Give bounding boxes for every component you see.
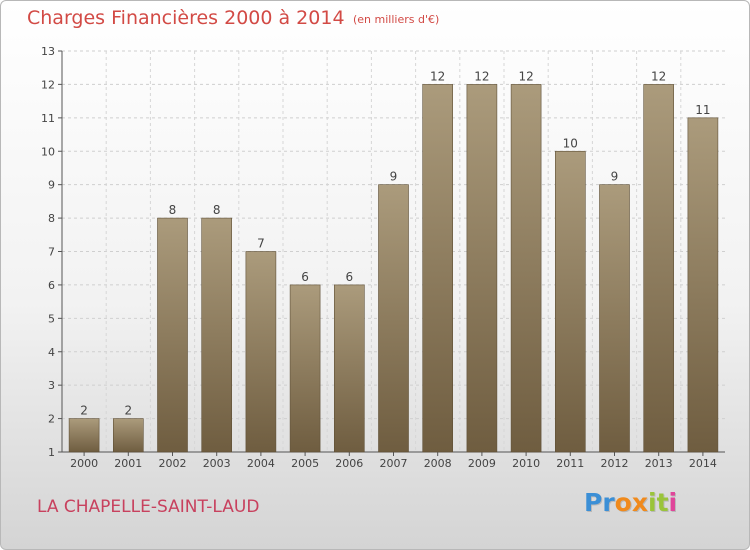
x-tick-label: 2002	[159, 457, 187, 470]
x-tick-label: 2009	[468, 457, 496, 470]
x-tick-label: 2000	[70, 457, 98, 470]
y-tick-label: 5	[48, 312, 55, 325]
data-label: 9	[390, 170, 398, 184]
data-label: 12	[430, 69, 445, 83]
data-label: 9	[611, 170, 619, 184]
bar-2005	[289, 284, 321, 453]
x-tick-label: 2013	[645, 457, 673, 470]
data-label: 12	[518, 69, 533, 83]
bar-2000	[68, 418, 100, 453]
data-label: 2	[124, 404, 132, 418]
logo-letter: i	[648, 488, 657, 517]
bar-2009	[466, 84, 498, 453]
logo-letter: t	[656, 488, 669, 517]
x-tick-label: 2014	[689, 457, 717, 470]
bar-2001	[113, 418, 144, 453]
bars	[68, 84, 719, 453]
bar-2008	[422, 84, 454, 453]
y-tick-label: 6	[48, 279, 55, 292]
y-tick-label: 10	[41, 145, 55, 158]
x-tick-label: 2012	[601, 457, 629, 470]
data-label: 8	[213, 203, 221, 217]
data-label: 8	[169, 203, 177, 217]
x-tick-label: 2005	[291, 457, 319, 470]
x-tick-label: 2010	[512, 457, 540, 470]
data-label: 12	[474, 69, 489, 83]
y-tick-label: 9	[48, 179, 55, 192]
logo-letter: P	[584, 488, 603, 517]
chart-title: Charges Financières 2000 à 2014	[27, 7, 345, 29]
data-label: 10	[563, 136, 578, 150]
logo-letter: o	[614, 488, 632, 517]
bar-2003	[201, 217, 232, 453]
x-tick-label: 2011	[556, 457, 584, 470]
commune-name: LA CHAPELLE-SAINT-LAUD	[37, 497, 260, 517]
data-label: 6	[301, 270, 309, 284]
bar-2007	[378, 184, 409, 453]
y-tick-label: 2	[48, 413, 55, 426]
y-tick-label: 4	[48, 346, 55, 359]
data-label: 6	[345, 270, 353, 284]
y-tick-label: 13	[41, 45, 55, 58]
bar-2006	[333, 284, 365, 453]
y-tick-label: 7	[48, 246, 55, 259]
data-label: 2	[80, 404, 88, 418]
proxiti-logo: Proxiti	[584, 488, 677, 517]
logo-letter: i	[668, 488, 678, 517]
bar-2004	[245, 251, 277, 453]
y-tick-label: 1	[48, 446, 55, 459]
x-tick-label: 2007	[380, 457, 408, 470]
y-tick-label: 12	[41, 78, 55, 91]
data-labels: 2 2 8 8 7 6 6 9 12 12 12 10 9 12 11	[80, 69, 710, 417]
x-tick-label: 2003	[203, 457, 231, 470]
y-tick-label: 8	[48, 212, 55, 225]
x-tick-label: 2001	[114, 457, 142, 470]
data-label: 11	[695, 103, 710, 117]
bar-2010	[510, 84, 542, 453]
bar-2014	[687, 117, 719, 453]
x-tick-label: 2004	[247, 457, 275, 470]
logo-letter: r	[602, 488, 615, 517]
bar-2002	[157, 217, 188, 453]
chart-subtitle: (en milliers d'€)	[353, 13, 440, 26]
data-label: 7	[257, 237, 265, 251]
x-tick-label: 2006	[335, 457, 363, 470]
y-tick-label: 11	[41, 112, 55, 125]
x-tick-label: 2008	[424, 457, 452, 470]
bar-2013	[643, 84, 675, 453]
bar-2011	[554, 150, 586, 453]
y-tick-label: 3	[48, 379, 55, 392]
bar-2012	[599, 184, 630, 453]
logo-letter: x	[631, 488, 648, 517]
data-label: 12	[651, 69, 666, 83]
